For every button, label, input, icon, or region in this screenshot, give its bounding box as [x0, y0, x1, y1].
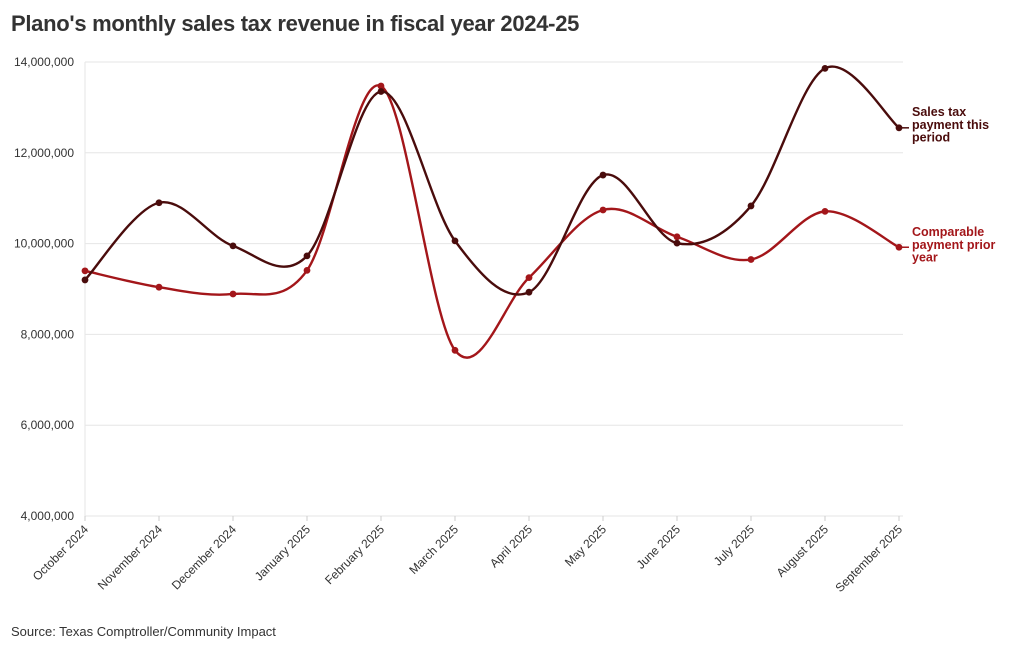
y-tick-label: 8,000,000: [21, 327, 75, 341]
x-tick-label: November 2024: [95, 522, 166, 593]
chart-title: Plano's monthly sales tax revenue in fis…: [11, 11, 580, 36]
x-tick-label: July 2025: [711, 522, 757, 568]
x-tick-label: January 2025: [252, 522, 314, 584]
series-line: [84, 65, 900, 296]
series-1: [81, 82, 903, 359]
x-tick-label: September 2025: [832, 522, 905, 595]
data-point[interactable]: [821, 64, 829, 72]
series-label: Comparable payment prior year: [912, 225, 995, 265]
series-0: [81, 64, 903, 296]
series-labels: Sales tax payment this period Comparable pay…: [902, 105, 995, 265]
data-point[interactable]: [451, 237, 459, 245]
data-point[interactable]: [81, 267, 89, 275]
data-point[interactable]: [303, 252, 311, 260]
y-tick-label: 4,000,000: [21, 509, 75, 523]
y-tick-label: 14,000,000: [14, 55, 74, 69]
data-point[interactable]: [599, 171, 607, 179]
data-point[interactable]: [673, 233, 681, 241]
series-line: [84, 84, 900, 359]
data-point[interactable]: [377, 88, 385, 95]
x-axis-ticks: October 2024 November 2024 December 2024 Ja…: [30, 516, 905, 595]
data-point[interactable]: [525, 288, 533, 296]
x-tick-label: August 2025: [774, 522, 832, 580]
data-point[interactable]: [747, 256, 755, 263]
series-label: Sales tax payment this period: [912, 105, 989, 145]
data-point[interactable]: [303, 266, 311, 274]
data-point[interactable]: [377, 82, 385, 90]
x-tick-label: April 2025: [487, 522, 535, 570]
y-tick-label: 6,000,000: [21, 418, 75, 432]
data-point[interactable]: [451, 346, 459, 354]
y-tick-label: 10,000,000: [14, 237, 74, 251]
data-point[interactable]: [895, 243, 903, 251]
data-point[interactable]: [673, 239, 681, 247]
y-axis-ticks: 4,000,000 6,000,000 8,000,000 10,000,000 12,…: [14, 55, 74, 523]
data-point[interactable]: [155, 199, 163, 207]
x-tick-label: February 2025: [322, 522, 387, 587]
x-tick-label: March 2025: [406, 522, 461, 577]
data-point[interactable]: [747, 202, 755, 210]
series: [81, 64, 903, 359]
grid: [84, 61, 903, 517]
data-point[interactable]: [525, 274, 533, 282]
x-tick-label: June 2025: [634, 522, 684, 572]
data-point[interactable]: [81, 276, 89, 284]
data-point[interactable]: [229, 290, 237, 298]
source-note: Source: Texas Comptroller/Community Impa…: [11, 624, 276, 639]
data-point[interactable]: [155, 283, 163, 291]
data-point[interactable]: [229, 242, 237, 250]
x-tick-label: December 2024: [169, 522, 240, 593]
x-tick-label: May 2025: [562, 522, 609, 569]
data-point[interactable]: [895, 124, 903, 132]
x-tick-label: October 2024: [30, 522, 92, 584]
y-tick-label: 12,000,000: [14, 146, 74, 160]
data-point[interactable]: [599, 206, 607, 214]
data-point[interactable]: [821, 207, 829, 215]
